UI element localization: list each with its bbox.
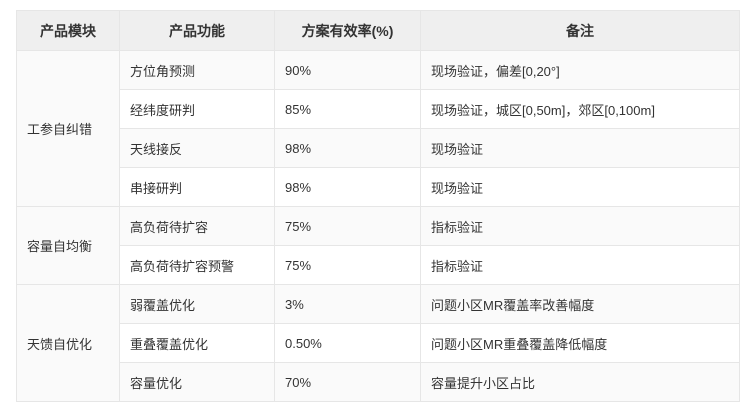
- module-cell: 容量自均衡: [16, 206, 120, 285]
- header-note: 备注: [420, 10, 740, 51]
- feature-cell: 方位角预测: [119, 50, 275, 90]
- rate-cell: 98%: [274, 167, 421, 207]
- table-row: 容量优化 70% 容量提升小区占比: [17, 362, 740, 402]
- note-cell: 问题小区MR重叠覆盖降低幅度: [420, 323, 740, 363]
- note-cell: 现场验证: [420, 167, 740, 207]
- table-row: 天馈自优化 弱覆盖优化 3% 问题小区MR覆盖率改善幅度: [16, 284, 740, 402]
- feature-cell: 高负荷待扩容预警: [119, 245, 275, 285]
- feature-cell: 串接研判: [119, 167, 275, 207]
- module-cell: 工参自纠错: [16, 50, 120, 207]
- header-rate: 方案有效率(%): [274, 10, 421, 51]
- header-row: 产品模块 产品功能 方案有效率(%) 备注: [16, 10, 740, 51]
- feature-cell: 重叠覆盖优化: [119, 323, 275, 363]
- note-cell: 现场验证: [420, 128, 740, 168]
- rate-cell: 3%: [274, 284, 421, 324]
- note-cell: 现场验证，城区[0,50m]，郊区[0,100m]: [420, 89, 740, 129]
- note-cell: 现场验证，偏差[0,20°]: [420, 50, 740, 90]
- rate-cell: 0.50%: [274, 323, 421, 363]
- rate-cell: 85%: [274, 89, 421, 129]
- rate-cell: 90%: [274, 50, 421, 90]
- rate-cell: 75%: [274, 245, 421, 285]
- module-cell: 天馈自优化: [16, 284, 120, 402]
- note-cell: 容量提升小区占比: [420, 362, 740, 402]
- note-cell: 指标验证: [420, 206, 740, 246]
- feature-cell: 天线接反: [119, 128, 275, 168]
- rate-cell: 98%: [274, 128, 421, 168]
- note-cell: 指标验证: [420, 245, 740, 285]
- header-module: 产品模块: [16, 10, 120, 51]
- feature-cell: 高负荷待扩容: [119, 206, 275, 246]
- table-row: 串接研判 98% 现场验证: [17, 167, 740, 207]
- table-row: 天线接反 98% 现场验证: [17, 128, 740, 168]
- feature-cell: 弱覆盖优化: [119, 284, 275, 324]
- rate-cell: 70%: [274, 362, 421, 402]
- efficiency-table: 产品模块 产品功能 方案有效率(%) 备注 工参自纠错 方位角预测 90% 现场…: [16, 10, 740, 402]
- rate-cell: 75%: [274, 206, 421, 246]
- table-row: 高负荷待扩容预警 75% 指标验证: [17, 245, 740, 285]
- feature-cell: 经纬度研判: [119, 89, 275, 129]
- table-row: 经纬度研判 85% 现场验证，城区[0,50m]，郊区[0,100m]: [17, 89, 740, 129]
- table-row: 工参自纠错 方位角预测 90% 现场验证，偏差[0,20°]: [16, 50, 740, 207]
- table-row: 重叠覆盖优化 0.50% 问题小区MR重叠覆盖降低幅度: [17, 323, 740, 363]
- header-feature: 产品功能: [119, 10, 275, 51]
- feature-cell: 容量优化: [119, 362, 275, 402]
- note-cell: 问题小区MR覆盖率改善幅度: [420, 284, 740, 324]
- table-row: 容量自均衡 高负荷待扩容 75% 指标验证: [16, 206, 740, 285]
